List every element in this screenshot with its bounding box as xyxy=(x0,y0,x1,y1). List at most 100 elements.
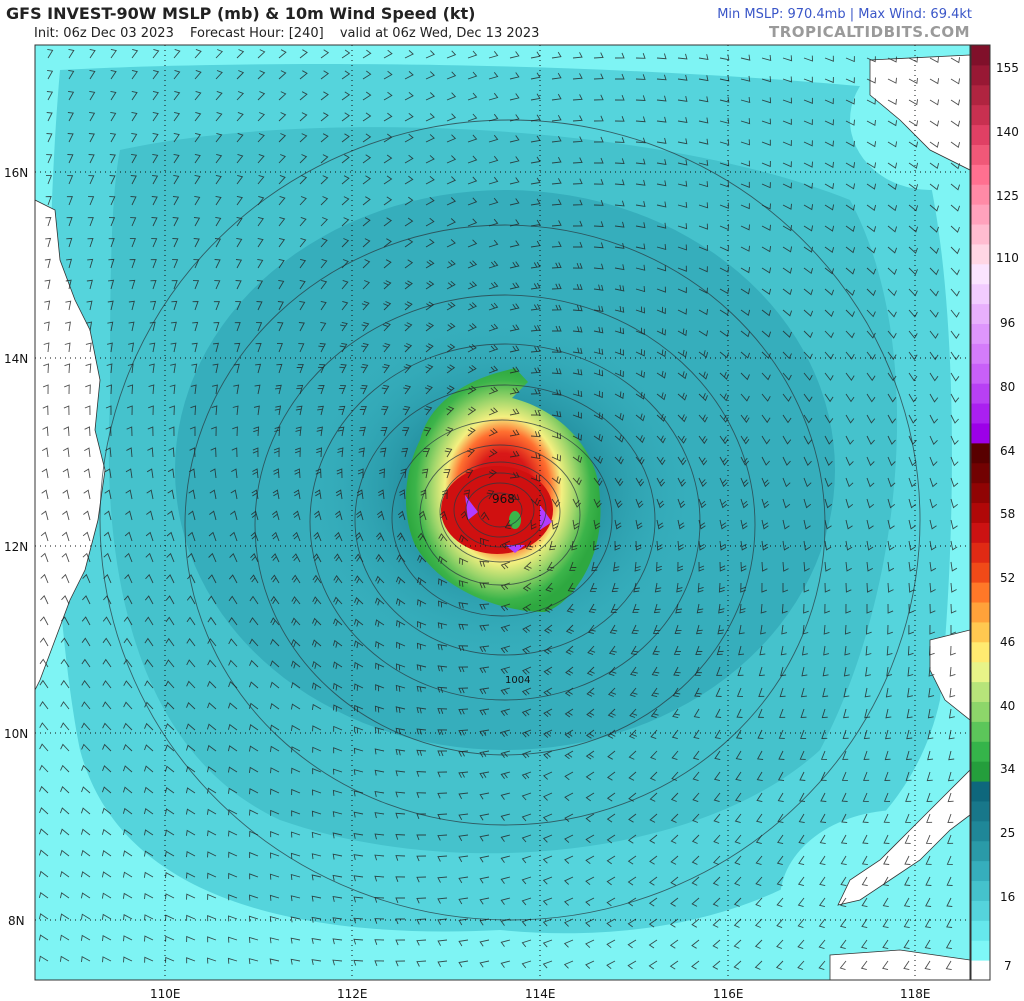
wind-barb xyxy=(925,876,932,886)
wind-barb xyxy=(374,726,385,734)
wind-barb xyxy=(375,640,385,649)
wind-barb xyxy=(39,616,49,626)
wind-barb xyxy=(88,196,95,206)
wind-barb xyxy=(908,204,919,212)
wind-barb xyxy=(424,405,433,416)
wind-barb xyxy=(734,855,742,866)
wind-barb xyxy=(166,531,175,542)
wind-barb xyxy=(635,435,645,444)
wind-barb xyxy=(123,744,133,752)
wind-barb xyxy=(656,328,666,336)
colorbar-segment xyxy=(971,144,990,165)
wind-barb xyxy=(776,855,784,866)
wind-barb xyxy=(404,112,414,122)
wind-barb xyxy=(650,750,658,760)
wind-barb xyxy=(101,913,112,920)
wind-barb xyxy=(627,918,637,928)
colorbar-label: 7 xyxy=(1004,959,1012,973)
wind-barb xyxy=(509,177,520,185)
wind-barb xyxy=(656,286,666,293)
wind-barb xyxy=(437,686,448,693)
wind-barb xyxy=(290,895,301,902)
wind-barb xyxy=(585,813,595,823)
wind-barb xyxy=(614,413,625,421)
wind-barb xyxy=(425,301,435,311)
wind-barb xyxy=(950,141,961,149)
wind-barb xyxy=(290,958,301,965)
wind-barb xyxy=(822,687,829,698)
wind-barb xyxy=(585,729,595,739)
wind-barb xyxy=(458,623,469,630)
wind-barb xyxy=(887,372,897,382)
wind-barb xyxy=(320,321,327,332)
wind-barb xyxy=(144,658,154,668)
wind-barb xyxy=(929,603,936,614)
wind-barb xyxy=(404,322,413,332)
wind-barb xyxy=(185,808,196,815)
wind-barb xyxy=(887,414,897,424)
wind-barb xyxy=(844,645,851,656)
wind-barb xyxy=(632,603,640,613)
wind-barb xyxy=(458,534,469,543)
wind-barb xyxy=(165,723,175,731)
wind-barb xyxy=(47,69,54,80)
wind-barb xyxy=(230,489,238,500)
wind-barb xyxy=(332,661,343,670)
wind-barb xyxy=(270,660,280,668)
wind-barb xyxy=(208,531,217,542)
wind-barb xyxy=(170,342,177,353)
wind-barb xyxy=(885,708,892,719)
wind-barb xyxy=(950,288,960,297)
wind-barb xyxy=(500,603,511,612)
colorbar-segment xyxy=(971,243,990,265)
wind-barb xyxy=(606,876,616,886)
wind-barb xyxy=(458,602,469,609)
wind-barb xyxy=(103,595,112,605)
wind-barb xyxy=(692,792,700,803)
wind-barb xyxy=(670,792,679,802)
wind-barb xyxy=(677,561,684,572)
wind-barb xyxy=(404,238,414,248)
wind-barb xyxy=(165,935,175,942)
wind-barb xyxy=(887,267,897,275)
wind-barb xyxy=(437,729,448,736)
wind-barb xyxy=(551,178,562,185)
wind-barb xyxy=(422,448,431,458)
wind-barb xyxy=(458,645,469,652)
wind-barb xyxy=(185,744,196,752)
wind-barb xyxy=(423,426,432,437)
wind-barb xyxy=(761,182,771,189)
wind-barb xyxy=(43,342,50,353)
wind-barb xyxy=(144,956,154,963)
wind-barb xyxy=(509,387,520,395)
wind-barb xyxy=(677,477,686,487)
wind-barb xyxy=(677,349,688,358)
wind-barb xyxy=(929,267,939,276)
wind-barb xyxy=(332,896,343,902)
wind-barb xyxy=(299,216,307,227)
wind-barb xyxy=(572,284,583,290)
wind-barb xyxy=(649,855,658,865)
wind-barb xyxy=(437,643,448,651)
wind-barb xyxy=(712,897,721,907)
wind-barb xyxy=(593,284,604,291)
wind-barb xyxy=(383,49,393,59)
wind-barb xyxy=(467,364,477,374)
wind-barb xyxy=(698,414,708,423)
wind-barb xyxy=(341,91,351,101)
wind-barb xyxy=(929,582,936,593)
wind-barb xyxy=(542,960,553,969)
wind-barb xyxy=(950,78,961,85)
wind-barb xyxy=(213,301,220,311)
wind-barb xyxy=(845,351,855,360)
wind-barb xyxy=(500,813,511,821)
wind-barb xyxy=(861,876,868,887)
wind-barb xyxy=(761,330,772,338)
wind-barb xyxy=(109,175,116,185)
wind-barb xyxy=(255,343,262,353)
wind-barb xyxy=(841,813,848,823)
wind-barb xyxy=(521,750,532,759)
wind-barb xyxy=(803,540,811,551)
wind-barb xyxy=(110,111,117,122)
